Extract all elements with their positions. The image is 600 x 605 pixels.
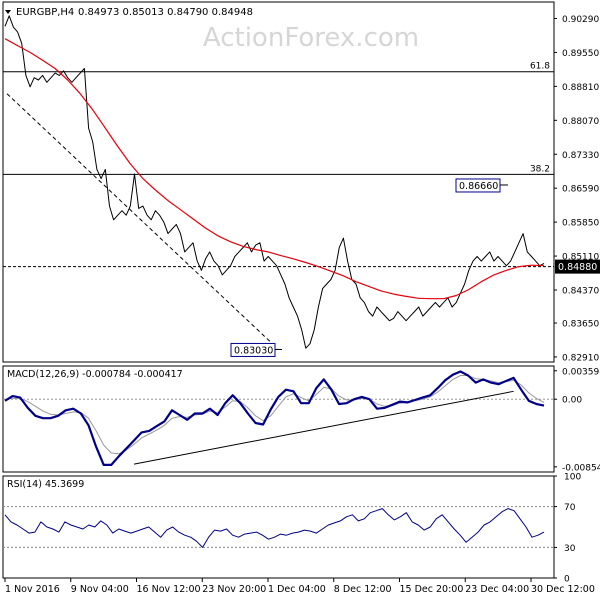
macd-title: MACD(12,26,9) -0.000784 -0.000417 [7, 369, 183, 380]
y-tick-label: 0.83650 [562, 320, 599, 330]
rsi-title: RSI(14) 45.3699 [7, 479, 84, 490]
x-axis: 1 Nov 2016 9 Nov 04:00 16 Nov 12:00 23 Nov … [4, 578, 595, 595]
macd-line [4, 370, 545, 466]
y-tick-label: 0.90290 [562, 15, 599, 25]
y-tick-label: 0.85110 [562, 253, 599, 263]
watermark-text: ActionForex.com [203, 23, 419, 53]
price-trendline [6, 93, 278, 349]
x-tick-label: 23 Nov 20:00 [202, 584, 266, 595]
y-tick-label: 0.003598 [562, 367, 600, 377]
panel-frame [2, 365, 555, 473]
y-tick-label: 0.88070 [562, 117, 599, 127]
panel-frame [2, 1, 555, 363]
y-tick-label: 0.89550 [562, 49, 599, 59]
y-tick-label: 0 [564, 575, 570, 585]
rsi-line [4, 508, 545, 548]
macd-signal-line [4, 375, 545, 455]
ohlc-readout: 0.84973 0.85013 0.84790 0.84948 [78, 7, 253, 18]
y-tick-label: 0.82910 [562, 353, 599, 363]
price-line [4, 15, 545, 349]
y-tick-label: 0.88810 [562, 83, 599, 93]
y-tick-label: 70 [564, 503, 576, 513]
price-panel: 0.90290 0.89550 0.88810 0.88070 0.87330 0.865… [2, 1, 600, 363]
fib-level-label: 38.2 [530, 164, 550, 174]
y-tick-label: -0.008548 [562, 463, 600, 473]
y-tick-label: 0.85850 [562, 219, 599, 229]
y-tick-label: 0.84370 [562, 287, 599, 297]
low-annotation-label: 0.83030 [234, 345, 273, 356]
y-tick-label: 0.87330 [562, 151, 599, 161]
y-tick-label: 0.86590 [562, 185, 599, 195]
current-price-tag [555, 259, 600, 274]
macd-panel: 0.003598 0.00 -0.008548 MACD(12,26,9) -0.00… [2, 365, 600, 473]
y-tick-label: 100 [564, 473, 581, 483]
x-tick-label: 30 Dec 12:00 [531, 584, 595, 595]
current-price-label: 0.84880 [558, 262, 597, 273]
y-tick-label: 30 [564, 544, 576, 554]
x-tick-label: 1 Nov 2016 [5, 584, 60, 595]
x-tick-label: 15 Dec 20:00 [400, 584, 464, 595]
y-tick-label: 0.00 [562, 396, 582, 406]
rsi-panel: 100 70 30 0 RSI(14) 45.3699 [2, 473, 581, 585]
macd-trendline [133, 390, 514, 465]
x-tick-label: 9 Nov 04:00 [71, 584, 129, 595]
x-tick-label: 1 Dec 04:00 [268, 584, 326, 595]
moving-average-line [4, 38, 545, 300]
header: EURGBP,H4 0.84973 0.85013 0.84790 0.8494… [5, 7, 253, 18]
x-tick-label: 23 Dec 04:00 [465, 584, 529, 595]
fib-level-label: 61.8 [530, 62, 550, 72]
panel-frame [2, 475, 555, 579]
x-tick-label: 16 Nov 12:00 [137, 584, 201, 595]
x-tick-label: 8 Dec 12:00 [334, 584, 392, 595]
symbol-label: EURGBP,H4 [16, 7, 74, 18]
collapse-triangle-icon[interactable] [5, 10, 11, 14]
high-annotation-label: 0.86660 [459, 181, 498, 192]
